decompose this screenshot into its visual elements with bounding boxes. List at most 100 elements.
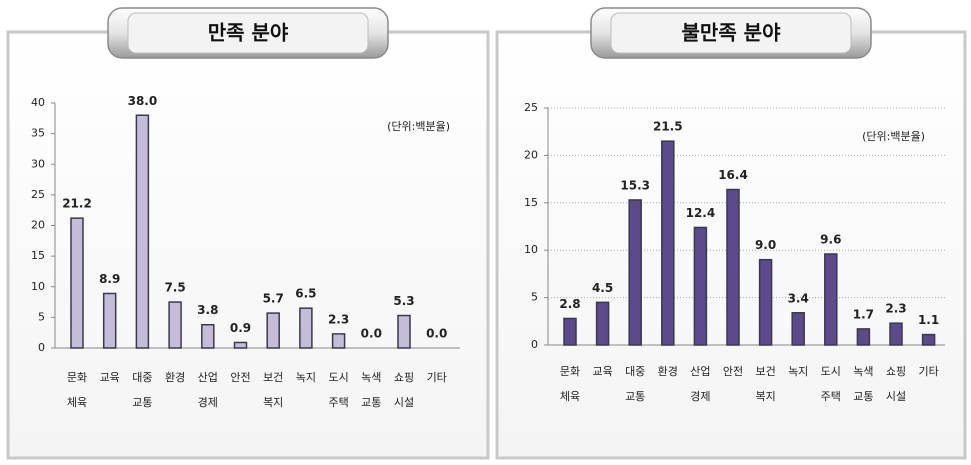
x-tick-label: 시설 [886, 390, 906, 403]
x-tick-label: 경제 [690, 390, 710, 403]
value-label: 21.2 [62, 197, 92, 211]
x-tick-label: 환경 [658, 365, 678, 378]
bar [758, 258, 773, 346]
bar [595, 301, 610, 346]
x-tick-label: 녹색 [853, 365, 873, 378]
x-tick-label: 교통 [361, 396, 381, 409]
value-label: 3.4 [788, 291, 809, 305]
bar [726, 188, 740, 346]
x-tick-label: 교육 [100, 371, 120, 384]
x-tick-label: 도시 [328, 371, 348, 384]
x-tick-label: 녹색 [361, 371, 381, 384]
bar [791, 312, 805, 346]
bar [397, 314, 411, 349]
x-tick-label: 체육 [67, 396, 87, 409]
bar [233, 341, 248, 349]
x-tick-label: 시설 [394, 396, 414, 409]
value-label: 5.7 [263, 292, 284, 306]
value-label: 7.5 [164, 281, 185, 295]
y-tick-label: 40 [31, 96, 45, 109]
x-tick-label: 안전 [723, 365, 743, 378]
x-tick-label: 녹지 [296, 371, 316, 384]
x-tick-label: 쇼핑 [886, 365, 906, 378]
value-label: 9.6 [820, 232, 841, 246]
value-label: 38.0 [128, 94, 158, 108]
x-tick-label: 교통 [132, 396, 152, 409]
bar [70, 217, 84, 349]
y-tick-label: 15 [31, 249, 45, 262]
value-label: 8.9 [99, 272, 120, 286]
bar [856, 328, 871, 346]
x-tick-label: 안전 [230, 371, 250, 384]
y-tick-label: 15 [524, 196, 538, 209]
bar [921, 333, 936, 346]
bar [266, 312, 280, 349]
x-tick-label: 체육 [560, 390, 580, 403]
x-tick-label: 환경 [165, 371, 185, 384]
value-label: 9.0 [755, 238, 776, 252]
value-label: 3.8 [197, 303, 218, 317]
value-label: 2.3 [885, 302, 906, 316]
title-tab-inner [127, 12, 369, 54]
title-tab-inner [610, 12, 852, 54]
chart-title: 만족 분야 [208, 21, 289, 45]
bar [135, 114, 150, 349]
y-tick-label: 10 [31, 280, 45, 293]
x-tick-label: 주택 [328, 396, 348, 409]
value-label: 4.5 [592, 281, 613, 295]
value-label: 0.0 [361, 327, 382, 341]
value-label: 1.7 [853, 307, 874, 321]
x-tick-label: 도시 [821, 365, 841, 378]
unit-note: (단위:백분율) [387, 120, 450, 133]
bar [299, 307, 313, 349]
value-label: 2.3 [328, 312, 349, 326]
y-tick-label: 25 [524, 101, 538, 114]
x-tick-label: 주택 [821, 390, 841, 403]
x-tick-label: 문화 [67, 371, 87, 384]
y-tick-label: 5 [531, 291, 538, 304]
value-label: 0.9 [230, 321, 251, 335]
value-label: 1.1 [918, 313, 939, 327]
x-tick-label: 교통 [853, 390, 873, 403]
x-tick-label: 복지 [263, 396, 283, 409]
bar [201, 323, 215, 349]
bar [563, 317, 577, 346]
y-tick-label: 20 [31, 219, 45, 232]
y-tick-label: 25 [31, 188, 45, 201]
y-tick-label: 0 [531, 338, 538, 351]
y-tick-label: 5 [38, 310, 45, 323]
x-tick-label: 교통 [625, 390, 645, 403]
x-tick-label: 녹지 [788, 365, 808, 378]
panel [6, 30, 490, 460]
value-label: 12.4 [686, 206, 716, 220]
bar [693, 226, 708, 346]
x-tick-label: 산업 [198, 371, 218, 384]
value-label: 2.8 [559, 297, 580, 311]
bar [889, 322, 903, 346]
bar [102, 292, 117, 349]
x-tick-label: 교육 [592, 365, 612, 378]
y-tick-label: 10 [524, 243, 538, 256]
bar [331, 333, 346, 349]
value-label: 6.5 [295, 287, 316, 301]
x-tick-label: 기타 [918, 365, 938, 378]
x-tick-label: 경제 [198, 396, 218, 409]
unit-note: (단위:백분율) [862, 130, 925, 143]
value-label: 21.5 [653, 120, 683, 134]
bar [661, 140, 675, 346]
y-tick-label: 30 [31, 157, 45, 170]
value-label: 5.3 [393, 294, 414, 308]
chart-title: 불만족 분야 [682, 21, 782, 45]
bar [628, 199, 642, 346]
bar [824, 253, 838, 346]
x-tick-label: 문화 [560, 365, 580, 378]
value-label: 16.4 [718, 168, 748, 182]
x-tick-label: 복지 [755, 390, 775, 403]
y-tick-label: 35 [31, 127, 45, 140]
bar [168, 301, 182, 349]
x-tick-label: 보건 [263, 371, 283, 384]
y-tick-label: 0 [38, 341, 45, 354]
y-tick-label: 20 [524, 148, 538, 161]
